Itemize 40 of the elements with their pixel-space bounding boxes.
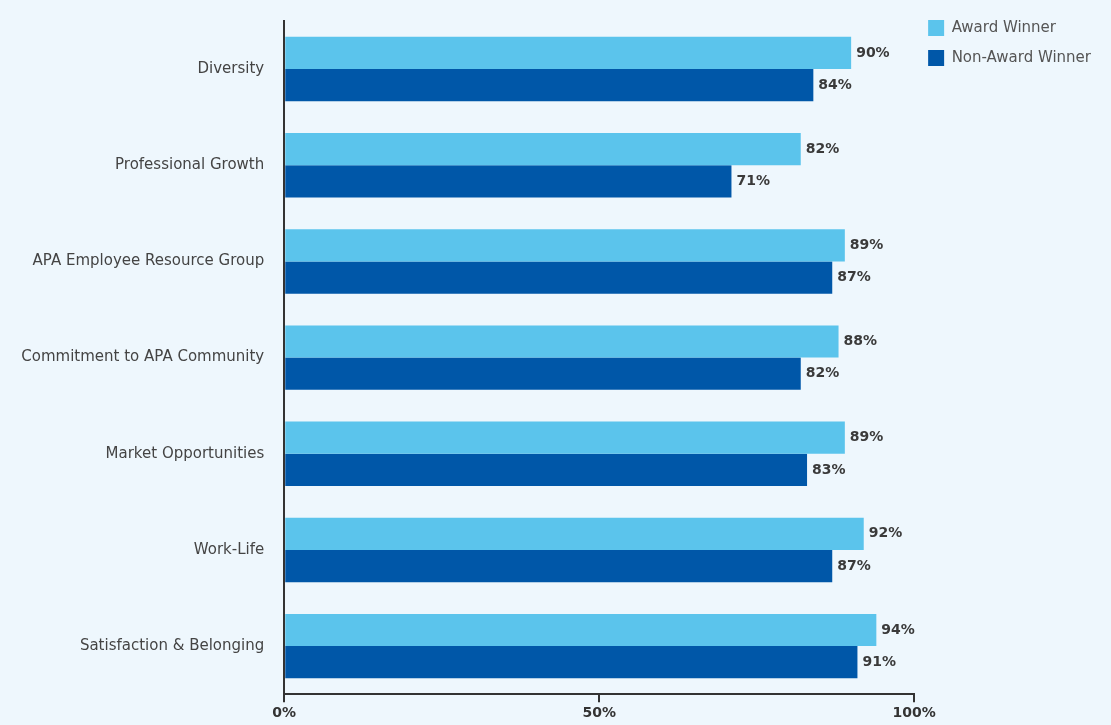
- data-label: 90%: [856, 43, 890, 60]
- bar: [285, 421, 845, 454]
- data-label: 91%: [862, 652, 896, 669]
- bar: [285, 549, 833, 583]
- data-label: 71%: [736, 172, 770, 189]
- bar: [285, 646, 858, 679]
- legend-label: Non-Award Winner: [951, 47, 1092, 66]
- bar: [285, 613, 877, 647]
- bar: [285, 453, 808, 486]
- x-tick-label: 0%: [272, 704, 297, 721]
- data-label: 84%: [818, 75, 852, 92]
- bar: [285, 357, 801, 390]
- data-label: 87%: [837, 556, 871, 573]
- data-label: 82%: [805, 364, 840, 381]
- data-label: 88%: [843, 332, 878, 349]
- y-tick-label: Commitment to APA Community: [21, 347, 265, 366]
- bar: [285, 325, 839, 358]
- data-label: 82%: [805, 139, 840, 156]
- legend-label: Award Winner: [951, 17, 1057, 36]
- data-label: 89%: [849, 235, 884, 252]
- bar: [285, 517, 864, 550]
- y-tick-label: Satisfaction & Belonging: [79, 636, 265, 654]
- bar: [285, 165, 732, 198]
- x-tick-label: 50%: [582, 704, 616, 721]
- data-label: 87%: [837, 268, 871, 285]
- data-label: 89%: [849, 428, 884, 445]
- bar: [285, 133, 801, 166]
- bar: [285, 69, 814, 102]
- bar: [285, 36, 852, 70]
- data-label: 94%: [881, 620, 915, 637]
- y-tick-label: Professional Growth: [115, 155, 265, 174]
- y-tick-label: APA Employee Resource Group: [32, 251, 265, 270]
- bar: [285, 261, 833, 294]
- bar: [285, 229, 845, 262]
- y-tick-label: Market Opportunities: [105, 443, 265, 462]
- x-tick-label: 100%: [892, 704, 936, 721]
- y-tick-label: Diversity: [197, 58, 265, 77]
- y-tick-label: Work-Life: [193, 539, 265, 558]
- data-label: 92%: [868, 524, 903, 541]
- data-label: 83%: [812, 460, 846, 477]
